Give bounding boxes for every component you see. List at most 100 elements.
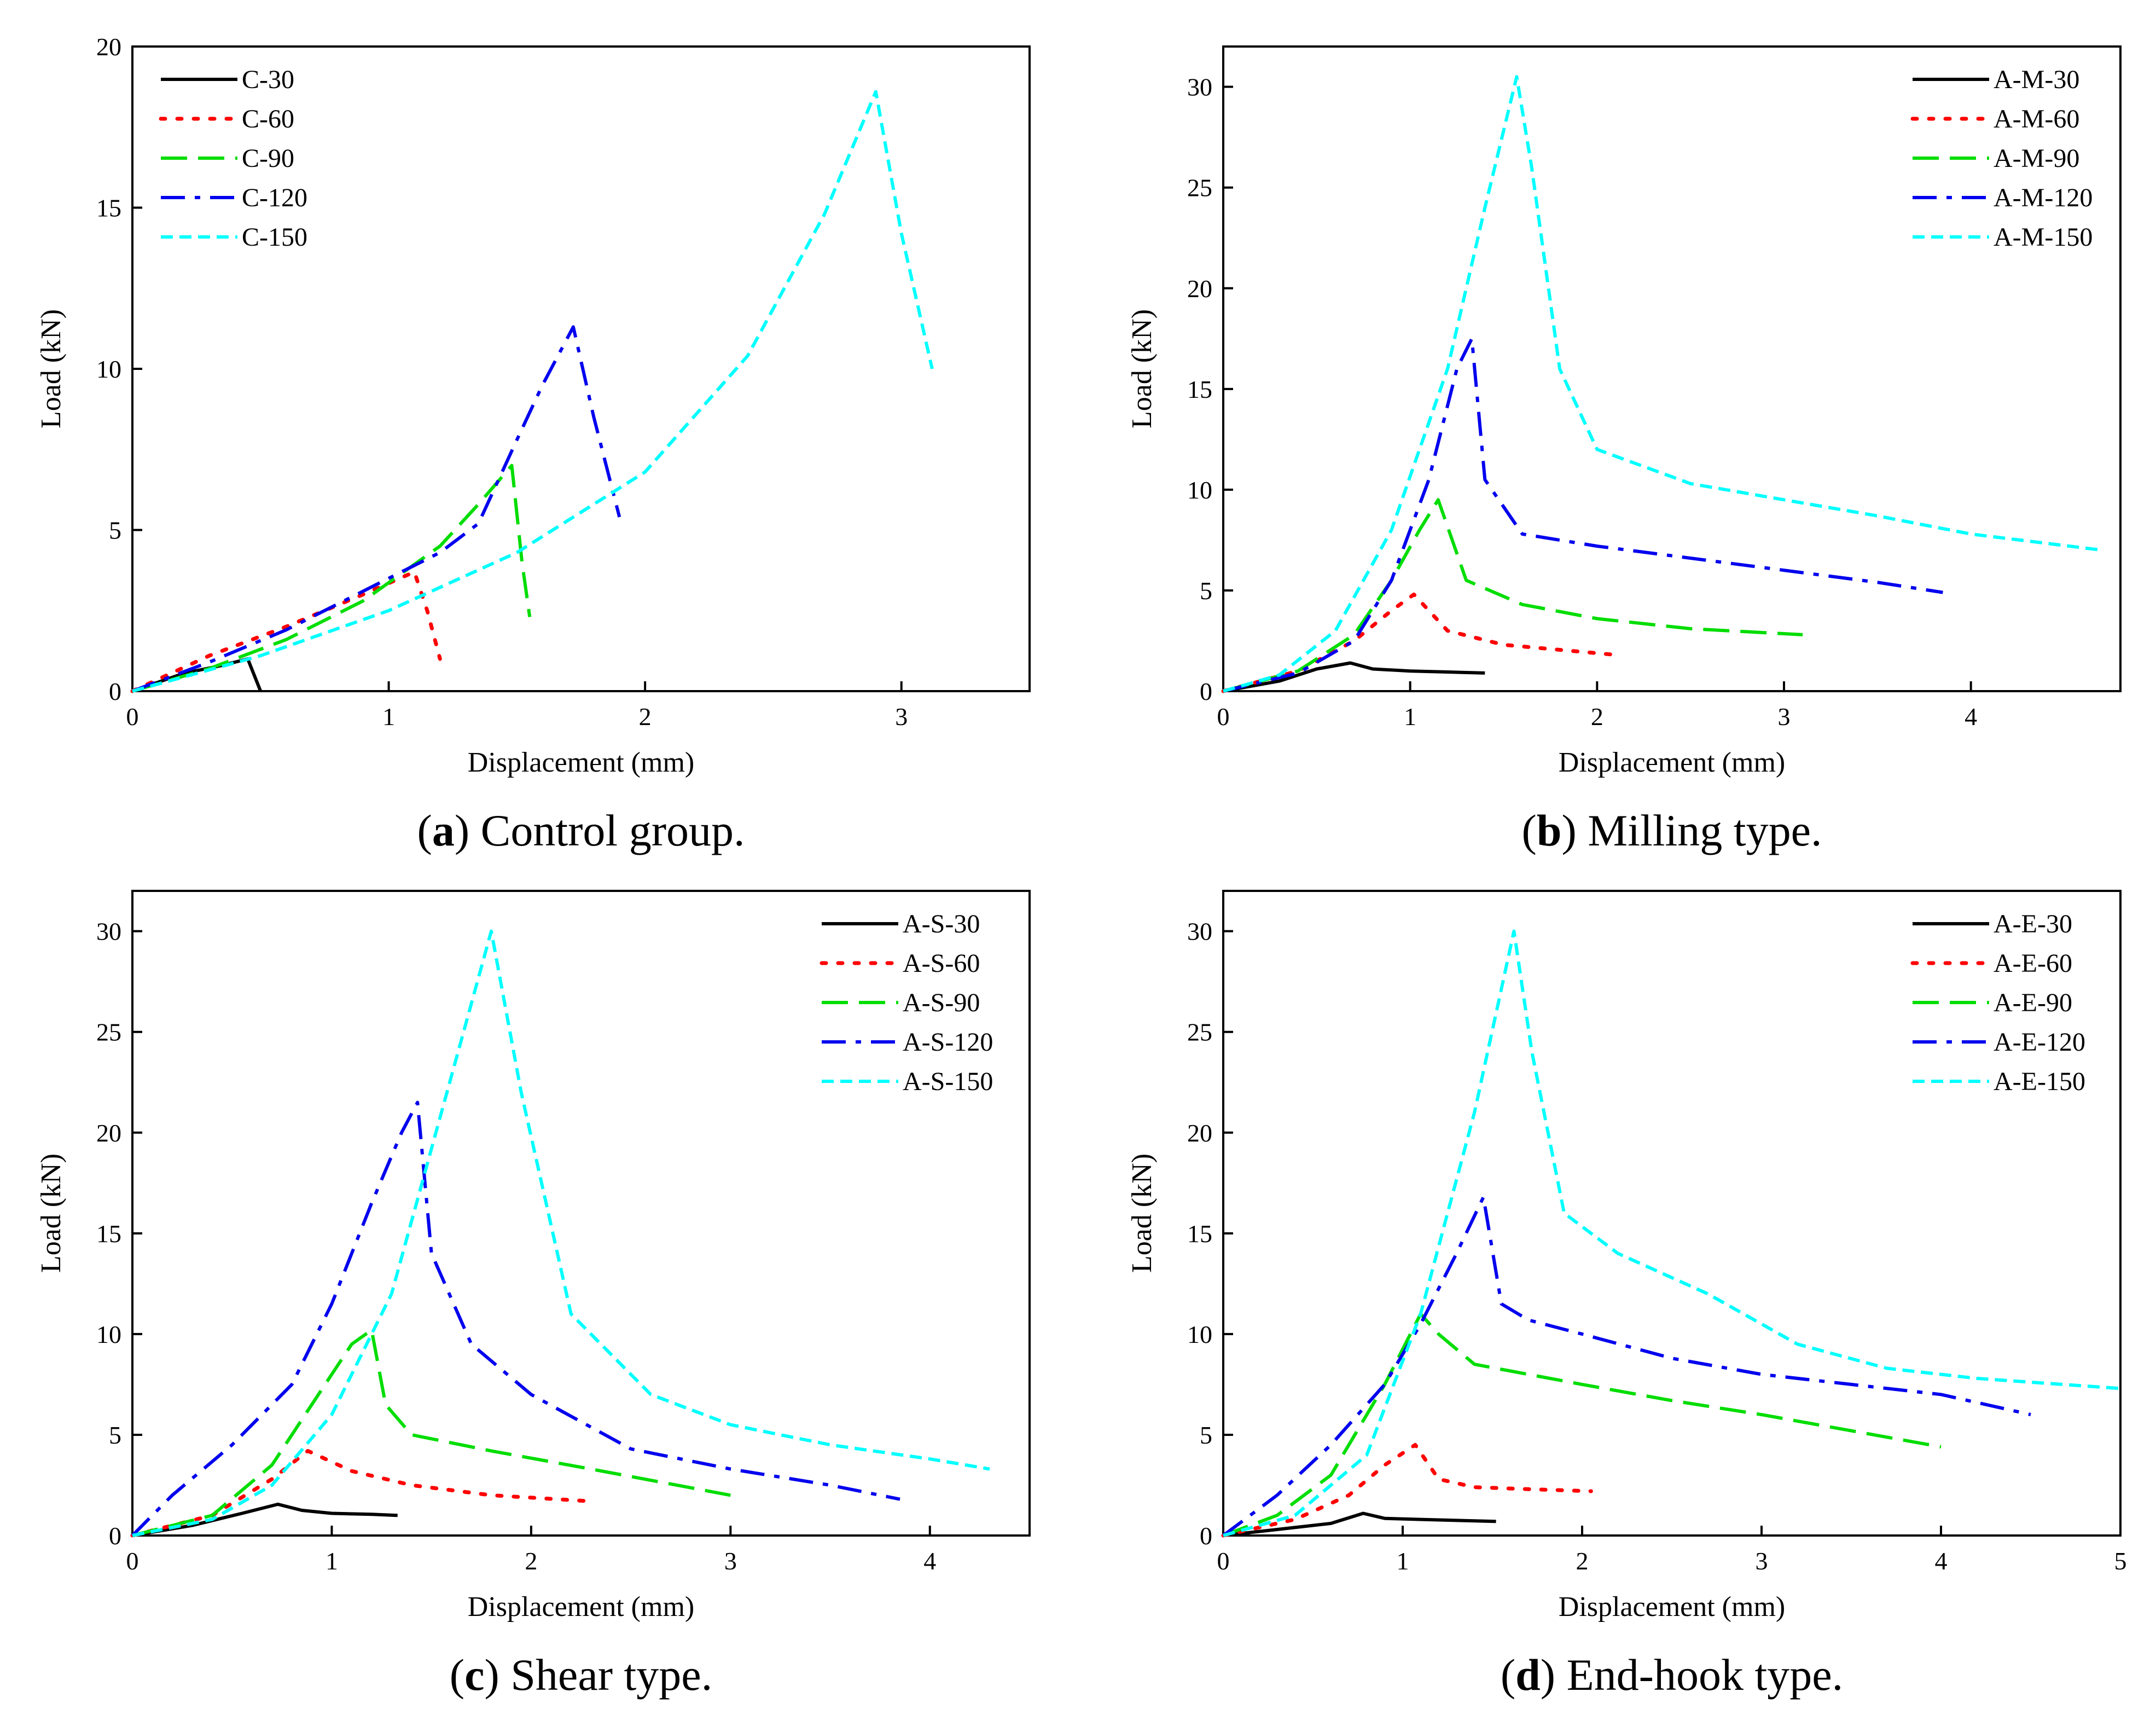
y-tick-label-c-5: 5	[109, 1421, 121, 1449]
x-axis-label-c: Displacement (mm)	[468, 1591, 694, 1623]
x-tick-label-b-3: 3	[1778, 703, 1791, 731]
y-tick-label-a-15: 15	[96, 194, 121, 222]
y-tick-label-d-30: 30	[1187, 918, 1212, 946]
legend-label-A-M-90: A-M-90	[1994, 144, 2079, 173]
y-tick-label-a-10: 10	[96, 355, 121, 383]
y-tick-label-b-0: 0	[1200, 677, 1212, 705]
caption-text-b: Milling type.	[1588, 806, 1822, 855]
x-tick-label-c-2: 2	[525, 1547, 537, 1575]
y-axis-label-c: Load (kN)	[36, 1154, 67, 1273]
x-tick-label-a-2: 2	[639, 703, 652, 731]
caption-text-c: Shear type.	[510, 1650, 712, 1700]
legend-a: C-30 C-60 C-90 C-120 C-150	[159, 65, 307, 252]
y-tick-label-c-25: 25	[96, 1018, 121, 1046]
series-line-A-E-120	[1222, 1195, 2031, 1537]
legend-label-A-S-30: A-S-30	[903, 909, 980, 938]
legend-label-A-S-150: A-S-150	[903, 1067, 993, 1096]
series-group-c	[130, 929, 990, 1538]
y-axis-label-d: Load (kN)	[1126, 1154, 1158, 1273]
y-tick-label-c-0: 0	[109, 1522, 121, 1550]
y-tick-label-d-5: 5	[1200, 1421, 1212, 1449]
plot-frame-b	[1222, 45, 2122, 692]
legend-label-A-E-120: A-E-120	[1994, 1028, 2085, 1057]
legend-label-A-M-120: A-M-120	[1994, 183, 2093, 212]
y-tick-label-a-5: 5	[109, 517, 121, 544]
y-tick-label-d-10: 10	[1187, 1320, 1212, 1348]
caption-letter-c: c	[464, 1650, 484, 1700]
x-axis-label-d: Displacement (mm)	[1559, 1591, 1785, 1623]
plot-frame-d	[1222, 890, 2122, 1537]
y-tick-label-a-0: 0	[109, 677, 121, 705]
caption-c: (c) Shear type.	[450, 1650, 712, 1700]
y-tick-label-b-25: 25	[1187, 174, 1212, 202]
y-tick-label-a-20: 20	[96, 33, 121, 61]
legend-label-A-S-60: A-S-60	[903, 949, 980, 978]
legend-label-C-60: C-60	[242, 105, 294, 134]
caption-letter-d: d	[1515, 1650, 1541, 1700]
plot-frame-c	[131, 890, 1031, 1537]
caption-b: (b) Milling type.	[1522, 806, 1822, 855]
y-tick-label-d-20: 20	[1187, 1119, 1212, 1147]
series-line-A-S-90	[132, 1328, 731, 1537]
series-line-C-60	[130, 570, 442, 693]
series-line-A-S-120	[131, 1100, 900, 1537]
legend-d: A-E-30 A-E-60 A-E-90 A-E-120 A-E-150	[1910, 909, 2085, 1096]
series-line-A-M-90	[1223, 498, 1803, 693]
series-line-A-E-90	[1222, 1312, 1942, 1537]
x-tick-label-c-0: 0	[126, 1547, 139, 1575]
x-tick-label-a-1: 1	[382, 703, 395, 731]
legend-label-C-90: C-90	[242, 144, 294, 173]
legend-label-A-E-150: A-E-150	[1994, 1067, 2085, 1096]
series-line-A-E-150	[1223, 929, 2121, 1537]
y-tick-label-d-0: 0	[1200, 1522, 1212, 1550]
series-line-A-E-30	[1223, 1511, 1496, 1537]
series-line-A-E-60	[1221, 1442, 1593, 1538]
caption-letter-b: b	[1537, 806, 1562, 855]
legend-label-A-M-150: A-M-150	[1994, 223, 2093, 252]
legend-label-C-120: C-120	[242, 183, 307, 212]
ticks-c: 0 1 2 3 4 0 5 10 15 20 25 30	[96, 918, 936, 1575]
x-tick-label-d-4: 4	[1935, 1547, 1948, 1575]
x-tick-label-c-1: 1	[326, 1547, 338, 1575]
y-axis-label-a: Load (kN)	[36, 309, 67, 428]
series-line-A-M-150	[1223, 75, 2102, 693]
series-line-A-S-30	[132, 1502, 398, 1537]
legend-label-A-M-60: A-M-60	[1994, 105, 2079, 134]
x-tick-label-a-0: 0	[126, 703, 139, 731]
x-tick-label-b-0: 0	[1217, 703, 1230, 731]
x-axis-label-a: Displacement (mm)	[468, 747, 694, 778]
legend-label-C-30: C-30	[242, 65, 294, 94]
series-line-C-90	[132, 463, 532, 693]
series-group-b	[1221, 75, 2102, 693]
ticks-d: 0 1 2 3 4 5 0 5 10 15 20 25 30	[1187, 918, 2127, 1575]
y-tick-label-b-5: 5	[1200, 577, 1212, 605]
legend-label-A-M-30: A-M-30	[1994, 65, 2079, 94]
y-tick-label-c-10: 10	[96, 1320, 121, 1348]
legend-label-A-S-120: A-S-120	[903, 1028, 993, 1057]
series-line-A-M-30	[1223, 661, 1485, 693]
legend-label-A-E-30: A-E-30	[1994, 909, 2072, 938]
y-tick-label-b-20: 20	[1187, 275, 1212, 303]
legend-label-A-S-90: A-S-90	[903, 988, 980, 1017]
y-tick-label-b-10: 10	[1187, 476, 1212, 504]
caption-d: (d) End-hook type.	[1501, 1650, 1843, 1700]
x-tick-label-b-4: 4	[1965, 703, 1977, 731]
legend-b: A-M-30 A-M-60 A-M-90 A-M-120 A-M-150	[1910, 65, 2093, 252]
y-tick-label-c-20: 20	[96, 1119, 121, 1147]
caption-letter-a: a	[432, 806, 455, 855]
chart-panel-a: 0 1 2 3 0 5 10 15 20 C-30 C-60 C-90 C-120 C-150 Disp…	[36, 33, 1031, 855]
caption-a: (a) Control group.	[417, 806, 745, 855]
legend-c: A-S-30 A-S-60 A-S-90 A-S-120 A-S-150	[820, 909, 993, 1096]
x-tick-label-d-3: 3	[1756, 1547, 1768, 1575]
ticks-a: 0 1 2 3 0 5 10 15 20	[96, 33, 908, 731]
x-axis-label-b: Displacement (mm)	[1559, 747, 1785, 778]
x-tick-label-c-4: 4	[923, 1547, 936, 1575]
y-tick-label-d-15: 15	[1187, 1220, 1212, 1248]
y-tick-label-b-15: 15	[1187, 375, 1212, 403]
x-tick-label-d-0: 0	[1217, 1547, 1230, 1575]
legend-label-C-150: C-150	[242, 223, 307, 252]
